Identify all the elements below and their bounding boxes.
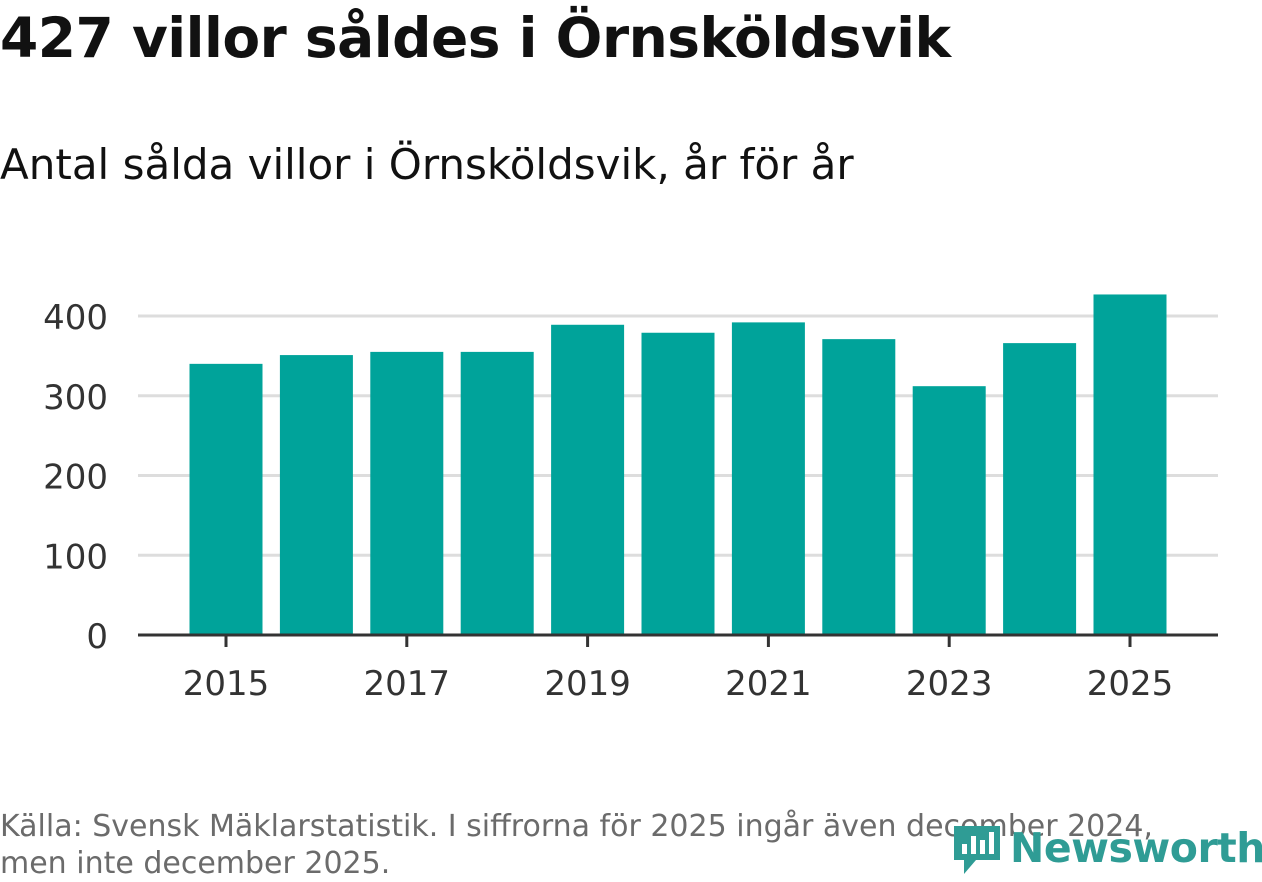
bar-2019: [551, 324, 625, 635]
x-tick-label: 2023: [906, 664, 993, 704]
brand-logo: Newsworthy: [950, 818, 1262, 878]
bar-2020: [641, 332, 715, 635]
y-tick-label: 400: [43, 298, 108, 338]
bar-2018: [460, 351, 534, 635]
bar-2016: [279, 355, 353, 635]
x-tick-label: 2019: [544, 664, 631, 704]
y-tick-label: 200: [43, 458, 108, 498]
x-tick-label: 2017: [364, 664, 451, 704]
x-tick-label: 2025: [1087, 664, 1174, 704]
bar-2022: [822, 339, 896, 635]
bar-2017: [370, 351, 444, 635]
y-tick-label: 100: [43, 537, 108, 577]
brand-name: Newsworthy: [1010, 824, 1262, 872]
x-tick-label: 2021: [725, 664, 812, 704]
bar-2025: [1093, 294, 1167, 635]
bar-2021: [731, 322, 805, 635]
source-line-2: men inte december 2025.: [0, 846, 391, 881]
x-tick-label: 2015: [183, 664, 270, 704]
chart-subtitle: Antal sålda villor i Örnsköldsvik, år fö…: [0, 140, 854, 189]
y-tick-label: 300: [43, 378, 108, 418]
bar-2024: [1003, 343, 1077, 635]
bar-2015: [189, 363, 263, 635]
bar-2023: [912, 386, 986, 635]
y-tick-label: 0: [86, 617, 108, 657]
chart-logo-icon: [954, 826, 1000, 874]
chart-title: 427 villor såldes i Örnsköldsvik: [0, 6, 951, 70]
